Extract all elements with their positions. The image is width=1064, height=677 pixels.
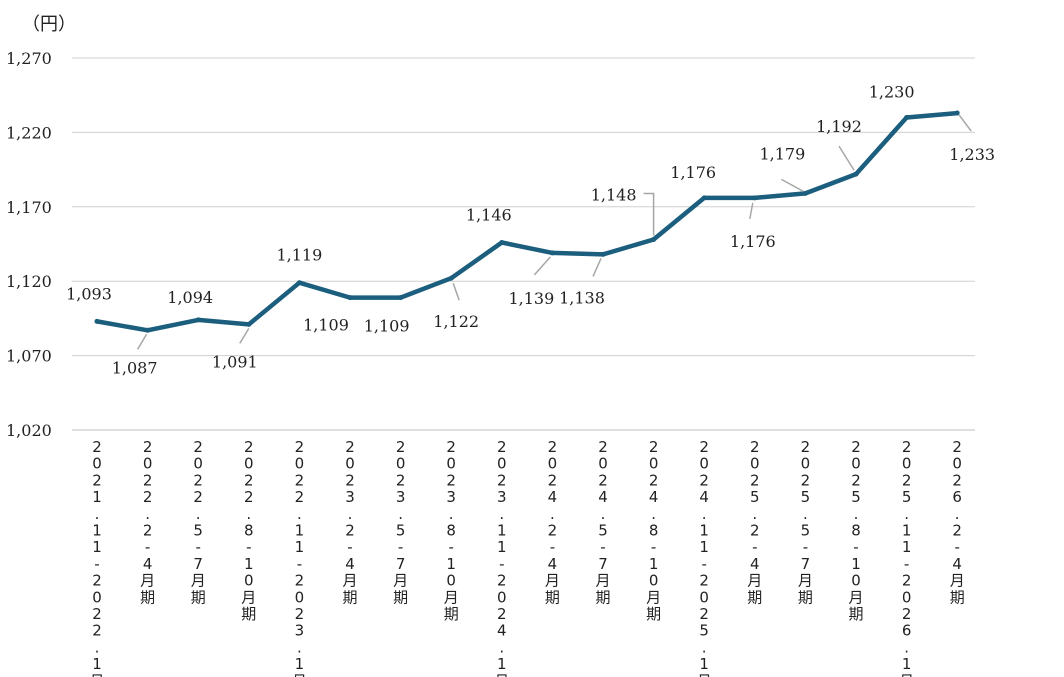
series-line [94, 110, 960, 333]
data-label: 1,139 [508, 289, 554, 308]
data-point [398, 295, 404, 301]
gridlines [72, 57, 975, 431]
data-label: 1,109 [364, 317, 410, 336]
data-label: 1,192 [816, 117, 862, 136]
data-point [549, 250, 555, 256]
data-point [600, 251, 606, 257]
data-label: 1,087 [112, 358, 158, 377]
data-point [802, 190, 808, 196]
y-axis-ticks: 1,020 1,070 1,120 1,170 1,220 1,270 [6, 49, 52, 440]
x-tick-label: 2 0 2 4. 8 -1 0 月期 [646, 438, 661, 623]
leader-line [643, 192, 655, 236]
data-point [752, 195, 758, 201]
leader-line [749, 202, 754, 220]
data-label: 1,119 [276, 246, 322, 265]
data-label: 1,138 [559, 288, 605, 307]
leader-line [533, 256, 551, 276]
data-label: 1,091 [212, 352, 258, 371]
data-labels: 1,093 1,087 1,094 1,091 1,119 1,109 1,109 1,122… [66, 83, 995, 378]
y-tick-label: 1,120 [6, 272, 52, 291]
data-label: 1,093 [66, 284, 112, 303]
data-point [853, 171, 859, 177]
data-point [195, 317, 201, 323]
data-point [651, 237, 657, 243]
y-tick-label: 1,170 [6, 198, 52, 217]
y-tick-label: 1,220 [6, 123, 52, 142]
data-point [904, 115, 910, 121]
x-tick-label: 2 0 2 6. 2 -4 月期 [950, 438, 965, 606]
x-tick-label: 2 0 2 3. 2 -4 月期 [342, 438, 357, 606]
x-tick-label: 2 0 2 4. 5 -7 月期 [595, 438, 610, 606]
data-label: 1,146 [466, 206, 512, 225]
data-label: 1,176 [730, 232, 776, 251]
data-point [448, 275, 454, 281]
x-tick-label: 2 0 2 5. 2 -4 月期 [747, 438, 762, 606]
series [94, 110, 960, 333]
data-point [701, 195, 707, 201]
data-point [954, 110, 960, 116]
data-point [94, 318, 100, 324]
y-tick-label: 1,070 [6, 347, 52, 366]
leader-line [239, 328, 250, 344]
x-tick-label: 2 0 2 2. 8 -1 0 月期 [241, 438, 256, 623]
data-label: 1,230 [869, 83, 915, 102]
y-tick-label: 1,270 [6, 49, 52, 68]
data-label: 1,122 [433, 312, 479, 331]
data-label: 1,109 [303, 316, 349, 335]
data-label: 1,179 [759, 144, 805, 163]
x-tick-label: 2 0 2 2. 5 -7 月期 [191, 438, 206, 606]
x-tick-label: 2 0 2 5. 8 -1 0 月期 [848, 438, 863, 623]
x-tick-label: 2 0 2 3. 5 -7 月期 [393, 438, 408, 606]
data-label: 1,094 [167, 288, 213, 307]
data-label: 1,148 [591, 186, 637, 205]
data-point [145, 327, 151, 333]
y-unit-label: （円） [22, 14, 76, 35]
leader-line [958, 114, 972, 132]
data-point [296, 280, 302, 286]
y-tick-label: 1,020 [6, 421, 52, 440]
x-tick-label: 2 0 2 5. 5 -7 月期 [798, 438, 813, 606]
data-point [499, 240, 505, 246]
x-tick-label: 2 0 2 2. 2 -4 月期 [140, 438, 155, 606]
x-tick-label: 2 0 2 3. 8 -1 0 月期 [444, 438, 459, 623]
data-point [347, 295, 353, 301]
leader-line [452, 282, 460, 301]
x-tick-label: 2 0 2 4. 2 -4 月期 [545, 438, 560, 606]
leader-line [136, 333, 148, 350]
leader-line [838, 145, 855, 171]
data-label: 1,233 [949, 145, 995, 164]
data-label: 1,176 [670, 163, 716, 182]
leader-line [781, 178, 804, 193]
data-point [246, 321, 252, 327]
leader-line [592, 258, 602, 277]
